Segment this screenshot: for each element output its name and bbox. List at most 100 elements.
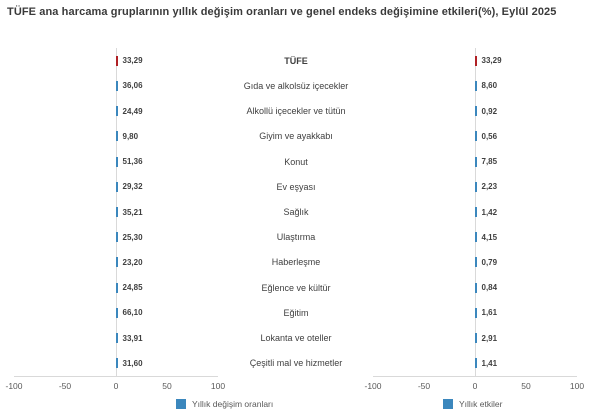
category-label: Sağlık xyxy=(283,207,309,218)
bar-row: 33,29 xyxy=(373,48,577,73)
bar-row: 1,61 xyxy=(373,300,577,325)
bar xyxy=(116,106,118,117)
bar-row: 0,92 xyxy=(373,98,577,123)
category-label: Alkollü içecekler ve tütün xyxy=(246,106,346,117)
category-label: Ev eşyası xyxy=(276,181,316,192)
bar-row: 9,80 xyxy=(14,124,218,149)
left-chart-panel: 33,29 36,06 24,49 9,80 51,36 29,32 35,21 25,30 2… xyxy=(14,48,218,377)
x-tick-label: 0 xyxy=(472,381,478,391)
x-tick-label: -100 xyxy=(5,381,23,391)
value-label: 4,15 xyxy=(481,232,498,242)
value-label: 9,80 xyxy=(122,131,139,141)
value-label: 2,23 xyxy=(481,182,498,192)
legend-swatch-icon xyxy=(176,399,186,409)
left-legend-label: Yıllık değişim oranları xyxy=(192,399,274,409)
category-label: Gıda ve alkolsüz içecekler xyxy=(243,80,349,91)
bar-row: 33,29 xyxy=(14,48,218,73)
value-label: 25,30 xyxy=(122,232,143,242)
bar xyxy=(475,232,477,243)
bar-row: 8,60 xyxy=(373,73,577,98)
bar xyxy=(475,207,477,218)
value-label: 0,84 xyxy=(481,283,498,293)
bar xyxy=(116,131,118,142)
value-label: 2,91 xyxy=(481,333,498,343)
value-label: 33,29 xyxy=(481,56,502,66)
right-chart-panel: 33,29 8,60 0,92 0,56 7,85 2,23 1,42 4,15 0,79 0,8… xyxy=(373,48,577,377)
bar xyxy=(116,207,118,218)
bar xyxy=(116,55,118,66)
value-label: 1,41 xyxy=(481,358,498,368)
value-label: 8,60 xyxy=(481,81,498,91)
bar xyxy=(116,358,118,369)
value-label: 33,29 xyxy=(122,56,143,66)
bar-row: 31,60 xyxy=(14,351,218,376)
bar xyxy=(116,257,118,268)
value-label: 1,42 xyxy=(481,207,498,217)
bar xyxy=(116,156,118,167)
bar xyxy=(475,181,477,192)
x-tick-label: 100 xyxy=(569,381,585,391)
category-label: Ulaştırma xyxy=(276,232,316,243)
x-tick-label: 100 xyxy=(210,381,226,391)
bar xyxy=(475,358,477,369)
value-label: 23,20 xyxy=(122,257,143,267)
bar-row: 24,85 xyxy=(14,275,218,300)
bar-row: 0,79 xyxy=(373,250,577,275)
bar-row: 51,36 xyxy=(14,149,218,174)
right-legend-label: Yıllık etkiler xyxy=(459,399,503,409)
category-label: Çeşitli mal ve hizmetler xyxy=(249,358,343,369)
value-label: 29,32 xyxy=(122,182,143,192)
x-tick-label: 50 xyxy=(162,381,172,391)
bar-row: 4,15 xyxy=(373,225,577,250)
x-tick-label: -100 xyxy=(364,381,382,391)
value-label: 35,21 xyxy=(122,207,143,217)
bar-row: 0,56 xyxy=(373,124,577,149)
bar xyxy=(475,257,477,268)
value-label: 7,85 xyxy=(481,157,498,167)
bar-row: 25,30 xyxy=(14,225,218,250)
left-bottom-axis-line xyxy=(14,376,218,377)
category-label: Konut xyxy=(284,156,308,167)
bar xyxy=(116,181,118,192)
bar xyxy=(475,156,477,167)
value-label: 24,85 xyxy=(122,283,143,293)
value-label: 66,10 xyxy=(122,308,143,318)
bar xyxy=(475,131,477,142)
bar-row: 66,10 xyxy=(14,300,218,325)
category-labels-column: TÜFE Gıda ve alkolsüz içecekler Alkollü iç… xyxy=(222,48,370,376)
bar-row: 2,91 xyxy=(373,326,577,351)
x-tick-label: 50 xyxy=(521,381,531,391)
value-label: 1,61 xyxy=(481,308,498,318)
left-chart-rows: 33,29 36,06 24,49 9,80 51,36 29,32 35,21 25,30 2… xyxy=(14,48,218,376)
bar-row: 23,20 xyxy=(14,250,218,275)
category-label: Eğitim xyxy=(283,307,309,318)
x-tick-label: -50 xyxy=(58,381,72,391)
bar-row: 36,06 xyxy=(14,73,218,98)
bar xyxy=(475,282,477,293)
value-label: 33,91 xyxy=(122,333,143,343)
category-label: Eğlence ve kültür xyxy=(261,282,331,293)
bar-row: 1,41 xyxy=(373,351,577,376)
bar xyxy=(475,106,477,117)
right-x-axis-ticks: -100 -50 0 50 100 xyxy=(364,381,584,393)
bar xyxy=(475,333,477,344)
bar xyxy=(116,232,118,243)
bar xyxy=(116,80,118,91)
category-label: Giyim ve ayakkabı xyxy=(259,131,333,142)
value-label: 0,56 xyxy=(481,131,498,141)
bar xyxy=(116,307,118,318)
bar-row: 35,21 xyxy=(14,199,218,224)
x-tick-label: -50 xyxy=(417,381,431,391)
bar-row: 33,91 xyxy=(14,326,218,351)
x-tick-label: 0 xyxy=(113,381,119,391)
bar xyxy=(475,307,477,318)
bar-row: 1,42 xyxy=(373,199,577,224)
category-label: Haberleşme xyxy=(271,257,321,268)
right-chart-rows: 33,29 8,60 0,92 0,56 7,85 2,23 1,42 4,15 0,79 0,8… xyxy=(373,48,577,376)
bar xyxy=(475,80,477,91)
bar-row: 29,32 xyxy=(14,174,218,199)
value-label: 51,36 xyxy=(122,157,143,167)
right-legend: Yıllık etkiler xyxy=(443,399,502,409)
bar-row: 2,23 xyxy=(373,174,577,199)
bar-row: 24,49 xyxy=(14,98,218,123)
